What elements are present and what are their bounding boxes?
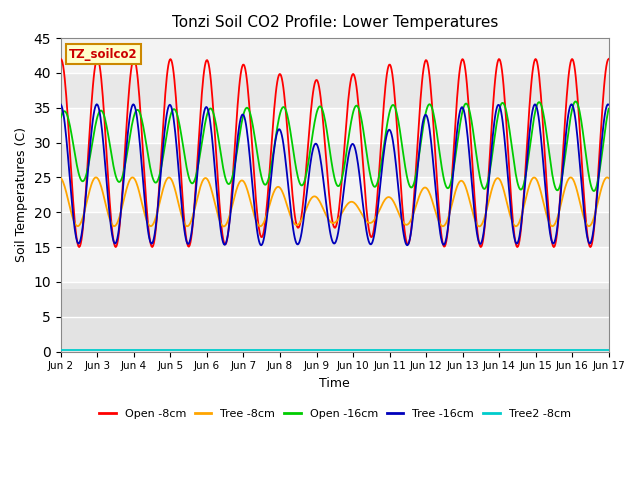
X-axis label: Time: Time: [319, 377, 350, 390]
Y-axis label: Soil Temperatures (C): Soil Temperatures (C): [15, 127, 28, 262]
Text: TZ_soilco2: TZ_soilco2: [69, 48, 138, 60]
Title: Tonzi Soil CO2 Profile: Lower Temperatures: Tonzi Soil CO2 Profile: Lower Temperatur…: [172, 15, 498, 30]
Bar: [61, 247, 609, 282]
Bar: [61, 38, 609, 73]
Bar: [61, 178, 609, 212]
Legend: Open -8cm, Tree -8cm, Open -16cm, Tree -16cm, Tree2 -8cm: Open -8cm, Tree -8cm, Open -16cm, Tree -…: [95, 404, 575, 423]
Bar: [61, 317, 609, 351]
Bar: [61, 108, 609, 143]
Bar: [61, 289, 609, 351]
